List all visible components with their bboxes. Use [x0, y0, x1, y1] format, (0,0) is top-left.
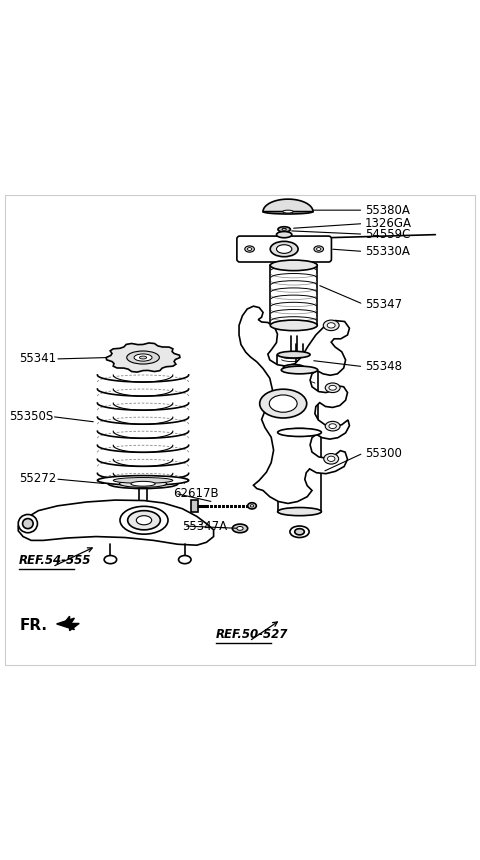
Ellipse shape	[104, 556, 117, 563]
Ellipse shape	[97, 476, 189, 485]
Ellipse shape	[23, 519, 33, 529]
Text: 55347: 55347	[365, 298, 402, 310]
Ellipse shape	[131, 482, 155, 486]
Ellipse shape	[278, 227, 290, 232]
Ellipse shape	[270, 242, 298, 257]
Ellipse shape	[179, 556, 191, 563]
Text: 55341: 55341	[19, 353, 56, 366]
Ellipse shape	[295, 529, 304, 535]
Text: 55330A: 55330A	[365, 245, 409, 258]
Ellipse shape	[329, 424, 336, 428]
Ellipse shape	[245, 246, 254, 252]
Ellipse shape	[108, 479, 178, 488]
Ellipse shape	[140, 356, 146, 359]
Ellipse shape	[327, 322, 335, 328]
Text: 55380A: 55380A	[365, 204, 409, 217]
Polygon shape	[239, 306, 349, 503]
Polygon shape	[64, 617, 79, 630]
Ellipse shape	[327, 456, 335, 462]
Ellipse shape	[283, 365, 304, 371]
Ellipse shape	[128, 511, 160, 530]
Polygon shape	[18, 500, 214, 545]
Ellipse shape	[283, 210, 293, 213]
Ellipse shape	[248, 248, 252, 250]
Ellipse shape	[324, 453, 339, 464]
Ellipse shape	[270, 260, 317, 271]
Text: 1326GA: 1326GA	[365, 217, 412, 230]
Ellipse shape	[316, 248, 321, 250]
Ellipse shape	[277, 428, 322, 437]
Ellipse shape	[276, 245, 292, 254]
Ellipse shape	[120, 480, 167, 488]
Text: REF.50-527: REF.50-527	[216, 628, 288, 642]
Ellipse shape	[237, 526, 243, 531]
Text: FR.: FR.	[19, 618, 47, 633]
Ellipse shape	[127, 351, 159, 364]
Ellipse shape	[314, 246, 324, 252]
Text: 55348: 55348	[365, 360, 402, 373]
Ellipse shape	[324, 320, 339, 330]
Ellipse shape	[290, 526, 309, 538]
Text: 55300: 55300	[365, 446, 402, 459]
Ellipse shape	[248, 503, 256, 509]
Text: 55350S: 55350S	[10, 410, 54, 423]
FancyBboxPatch shape	[237, 237, 331, 262]
Ellipse shape	[269, 395, 297, 412]
Polygon shape	[106, 343, 180, 372]
Text: REF.54-555: REF.54-555	[19, 554, 92, 567]
Ellipse shape	[270, 320, 317, 330]
Ellipse shape	[136, 516, 152, 525]
Ellipse shape	[282, 229, 286, 230]
Text: 62617B: 62617B	[173, 487, 218, 500]
Ellipse shape	[329, 385, 336, 390]
Ellipse shape	[276, 231, 292, 237]
Ellipse shape	[113, 477, 173, 483]
Ellipse shape	[277, 351, 310, 358]
Bar	[191, 500, 198, 512]
Text: 54559C: 54559C	[365, 228, 410, 241]
Text: 55347A: 55347A	[182, 519, 228, 532]
Ellipse shape	[134, 354, 152, 361]
Ellipse shape	[325, 421, 340, 431]
Text: 55272: 55272	[19, 472, 57, 485]
Ellipse shape	[251, 505, 253, 507]
Ellipse shape	[263, 209, 313, 214]
Ellipse shape	[18, 514, 37, 532]
Ellipse shape	[281, 366, 318, 374]
Polygon shape	[57, 618, 74, 630]
Ellipse shape	[120, 507, 168, 534]
Ellipse shape	[325, 383, 340, 392]
Polygon shape	[263, 200, 313, 212]
Ellipse shape	[232, 524, 248, 532]
Ellipse shape	[260, 390, 307, 418]
Ellipse shape	[277, 507, 322, 516]
Ellipse shape	[281, 428, 318, 436]
